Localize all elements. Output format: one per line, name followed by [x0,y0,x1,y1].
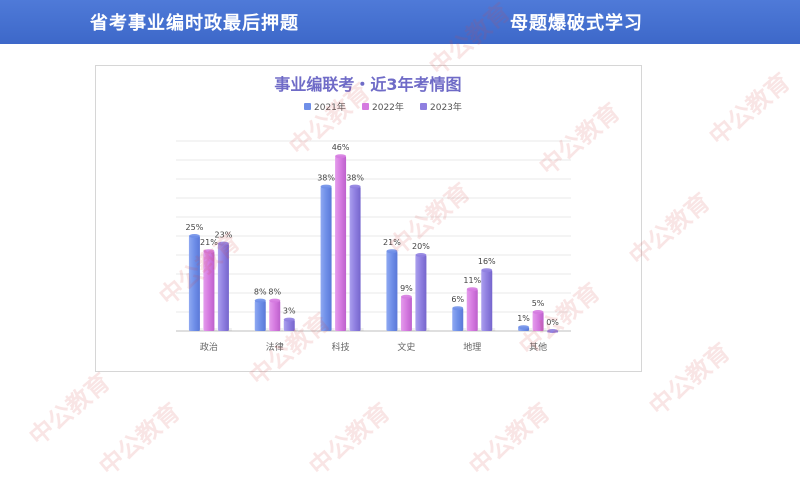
banner-right-title: 母题爆破式学习 [510,13,643,34]
bar [349,186,361,331]
bar-cap [415,253,427,257]
bar [400,296,412,331]
category-label: 文史 [397,341,415,353]
legend-swatch [304,103,311,110]
bar-cap [466,287,478,292]
bar [254,300,266,331]
bar [203,251,215,331]
data-label: 9% [400,284,413,293]
banner-left-title: 省考事业编时政最后押题 [90,13,299,34]
data-label: 1% [517,314,530,323]
bar-cap [203,249,215,254]
bar [466,289,478,331]
data-label: 8% [254,288,267,297]
watermark-text: 中公教育 [643,337,736,421]
bar-chart: 事业编联考・近3年考情图 2021年 2022年 2023年 25%21%23%8%… [176,75,571,353]
data-label: 5% [532,299,545,308]
data-label: 16% [478,257,496,266]
chart-title: 事业编联考・近3年考情图 [274,75,461,94]
bar-cap [481,268,493,273]
data-label: 23% [215,231,233,240]
data-label: 6% [451,295,464,304]
bar [217,243,229,331]
watermark-text: 中公教育 [93,397,186,481]
bar-cap [254,298,266,303]
bar [532,312,544,331]
category-label: 科技 [332,341,350,353]
bar [481,270,493,331]
data-label: 11% [463,276,481,285]
data-label: 38% [317,174,335,183]
bar-cap [400,294,412,299]
category-label: 法律 [266,341,284,353]
legend-swatch [420,103,427,110]
legend-label: 2022年 [372,101,404,113]
bar [269,300,281,331]
data-label: 3% [283,307,296,316]
category-label: 地理 [463,341,481,353]
watermark-text: 中公教育 [463,397,556,481]
bar-cap [188,234,200,238]
category-label: 政治 [200,341,218,353]
bar-cap [335,154,347,159]
bar-cap [547,329,559,333]
bar-cap [320,184,332,189]
bar-cap [349,184,361,189]
bar [188,236,200,331]
data-label: 20% [412,242,430,251]
bar-cap [283,317,295,322]
data-label: 38% [346,174,364,183]
data-label: 21% [383,238,401,247]
data-label: 25% [186,223,204,232]
bar-cap [386,249,398,254]
watermark-text: 中公教育 [703,67,796,151]
bar-cap [217,241,229,246]
legend-swatch [362,103,369,110]
bar [386,251,398,331]
bar-cap [269,298,281,303]
bar-cap [532,310,544,314]
data-label: 46% [332,143,350,152]
watermark-text: 中公教育 [23,367,116,451]
bar [452,308,464,331]
data-label: 8% [268,288,281,297]
legend-label: 2023年 [430,101,462,113]
bar [415,255,427,331]
bar [335,156,347,331]
data-label: 0% [546,318,559,327]
category-label: 其他 [529,341,547,353]
bar [320,186,332,331]
chart-frame: 事业编联考・近3年考情图 2021年 2022年 2023年 25% 21% 23% 8%… [95,65,642,372]
bar [283,319,295,331]
header-banner: 省考事业编时政最后押题 母题爆破式学习 [0,0,800,44]
bar-cap [518,325,530,330]
watermark-text: 中公教育 [303,397,396,481]
data-label: 21% [200,238,218,247]
bar-cap [452,306,464,311]
legend-label: 2021年 [314,101,346,113]
